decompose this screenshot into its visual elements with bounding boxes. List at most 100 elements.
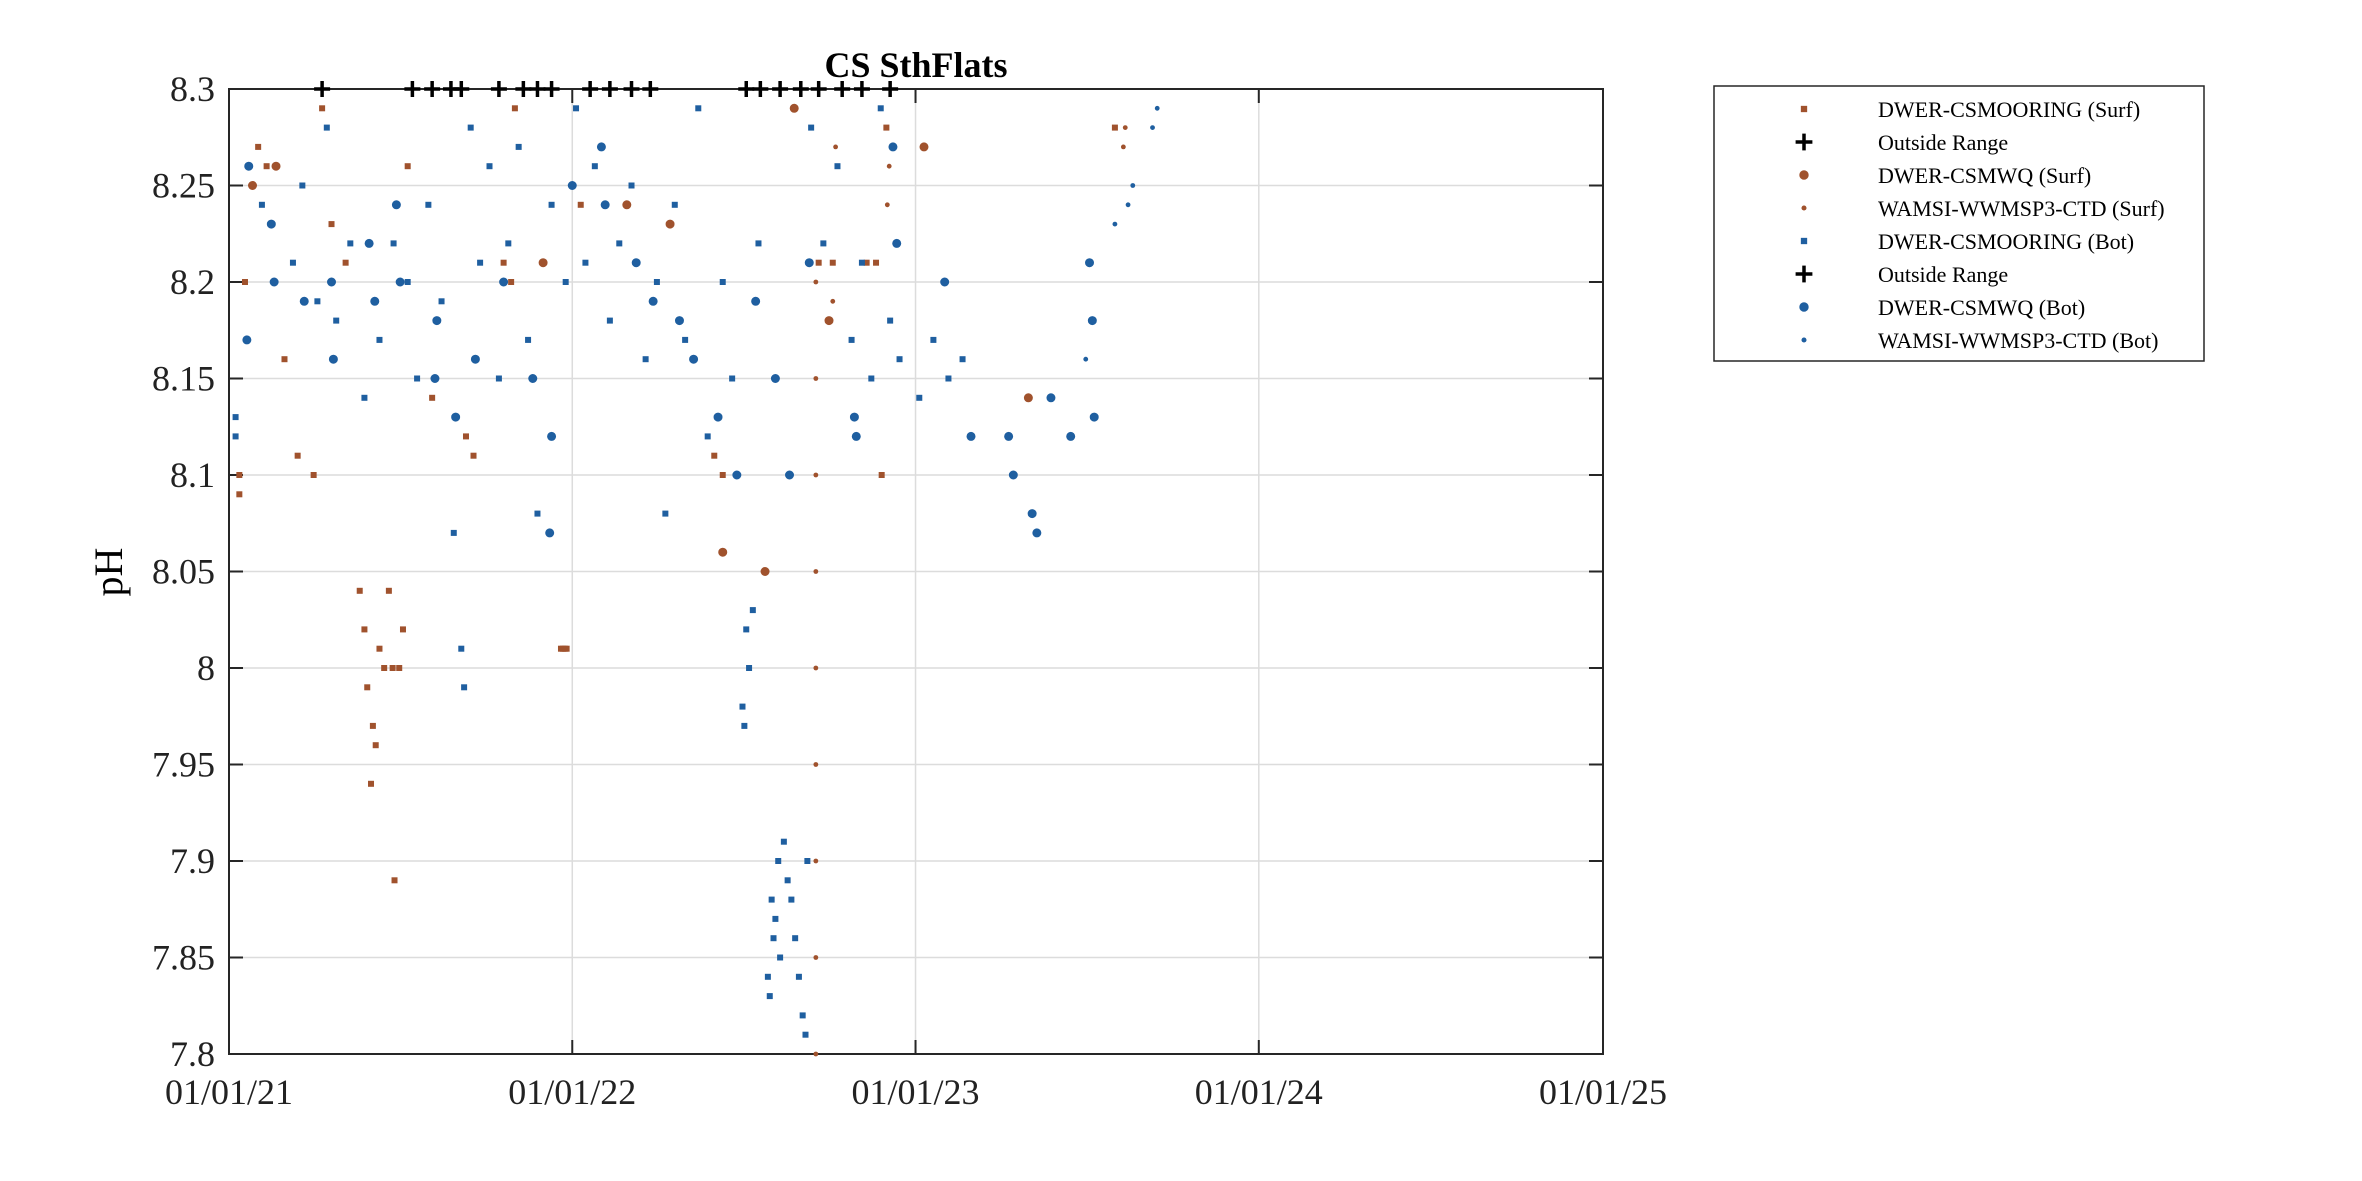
legend-marker (1799, 170, 1809, 180)
data-point (1008, 470, 1018, 480)
data-point (528, 374, 538, 383)
data-point (314, 81, 331, 97)
legend-marker (1801, 337, 1807, 343)
data-point (1085, 258, 1095, 268)
x-tick-label: 01/01/24 (1195, 1072, 1323, 1112)
data-point (266, 219, 276, 229)
data-point (830, 298, 836, 304)
data-point (327, 277, 337, 287)
data-points (232, 81, 1160, 1057)
data-point (462, 433, 469, 440)
data-point (347, 240, 354, 247)
data-point (582, 81, 599, 97)
data-point (508, 279, 515, 285)
data-point (930, 336, 937, 343)
data-point (244, 161, 254, 171)
data-point (887, 317, 894, 324)
data-point (829, 259, 836, 266)
data-point (642, 81, 659, 97)
data-point (622, 200, 632, 210)
x-tick-label: 01/01/23 (852, 1072, 980, 1112)
data-point (438, 298, 445, 305)
data-point (391, 877, 398, 884)
data-point (959, 356, 966, 363)
data-point (486, 163, 493, 170)
data-point (547, 431, 557, 441)
data-point (777, 954, 784, 961)
data-point (600, 200, 610, 210)
data-point (500, 259, 507, 266)
data-point (458, 645, 465, 652)
axis-ticks: 01/01/21 01/01/22 01/01/23 01/01/24 01/01/25… (152, 69, 1667, 1112)
data-point (732, 470, 742, 480)
data-point (711, 452, 718, 459)
data-point (299, 182, 306, 189)
data-point (878, 472, 885, 478)
data-point (1087, 316, 1097, 326)
data-point (877, 105, 884, 112)
series-7 (1083, 105, 1160, 362)
data-point (682, 336, 689, 343)
data-point (858, 259, 865, 266)
data-point (424, 81, 441, 97)
data-point (770, 374, 780, 383)
legend-entry: DWER-CSMWQ (Bot) (1878, 295, 2085, 320)
legend-box (1713, 85, 2205, 362)
grid-lines (229, 89, 1603, 1054)
data-point (236, 472, 243, 478)
data-point (577, 201, 584, 208)
data-point (404, 279, 411, 285)
data-point (820, 240, 827, 247)
data-point (425, 201, 432, 208)
data-point (873, 259, 880, 266)
data-point (370, 296, 380, 306)
data-point (391, 200, 401, 210)
data-point (430, 374, 440, 383)
data-point (749, 607, 756, 614)
data-point (648, 296, 658, 306)
data-point (333, 317, 340, 324)
data-point (1111, 124, 1118, 131)
data-point (713, 412, 723, 422)
data-point (775, 858, 782, 864)
data-point (368, 780, 375, 787)
data-point (395, 277, 405, 287)
data-point (451, 412, 461, 422)
data-point (1154, 105, 1160, 111)
data-point (289, 259, 296, 266)
data-point (665, 219, 675, 229)
data-point (404, 81, 421, 97)
data-point (255, 143, 262, 150)
data-point (372, 742, 379, 749)
data-point (369, 722, 376, 729)
data-point (804, 858, 811, 864)
data-point (543, 81, 560, 97)
data-point (389, 665, 396, 671)
data-point (396, 665, 403, 671)
data-point (741, 722, 748, 729)
data-point (770, 935, 777, 942)
data-point (319, 105, 326, 112)
y-tick-label: 8.15 (152, 359, 215, 399)
data-point (1120, 144, 1126, 150)
data-point (631, 258, 641, 268)
data-point (743, 626, 750, 633)
data-point (888, 142, 898, 152)
data-point (606, 317, 613, 324)
y-tick-label: 8.25 (152, 166, 215, 206)
data-point (562, 279, 569, 285)
data-point (882, 81, 899, 97)
data-point (399, 626, 406, 633)
data-point (385, 587, 392, 594)
data-point (299, 296, 309, 306)
series-4 (232, 105, 966, 1038)
data-point (271, 161, 281, 171)
y-tick-label: 7.95 (152, 745, 215, 785)
data-point (515, 81, 532, 97)
data-point (813, 665, 819, 671)
data-point (916, 394, 923, 401)
data-point (851, 431, 861, 441)
chart-title: CS SthFlats (824, 45, 1007, 85)
data-point (623, 81, 640, 97)
series-2 (248, 103, 1033, 576)
